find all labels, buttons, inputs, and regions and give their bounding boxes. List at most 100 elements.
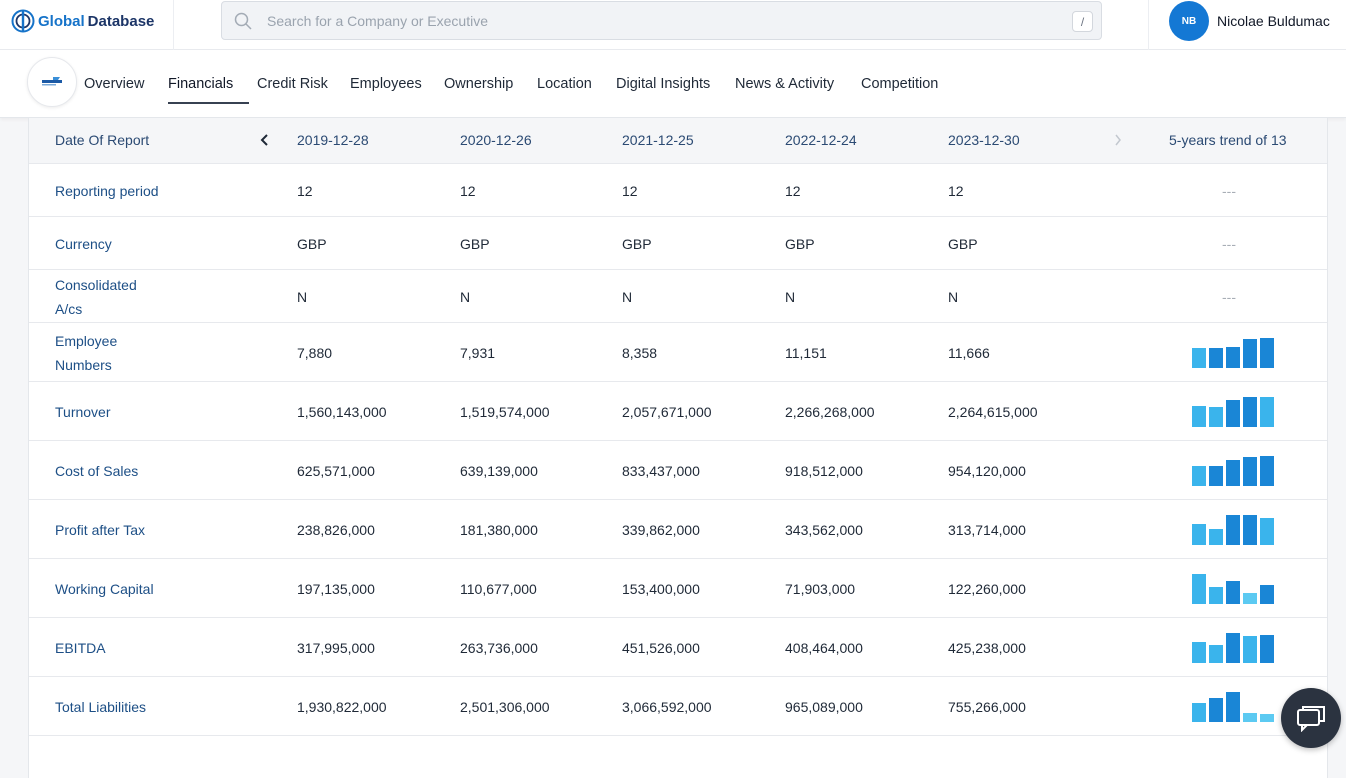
table-header-row: Date Of Report 2019-12-28 2020-12-26 202…: [29, 118, 1327, 164]
tab-financials[interactable]: Financials: [168, 76, 234, 92]
table-cell: 2,057,671,000: [622, 403, 712, 420]
row-label-ebitda[interactable]: EBITDA: [55, 639, 106, 656]
table-cell: 11,666: [948, 344, 990, 361]
chevron-right-icon[interactable]: [1113, 134, 1123, 146]
tab-credit-risk[interactable]: Credit Risk: [257, 76, 328, 92]
table-cell: 1,930,822,000: [297, 698, 387, 715]
row-label-total-liabilities[interactable]: Total Liabilities: [55, 698, 147, 715]
row-label-currency[interactable]: Currency: [55, 235, 112, 252]
trend-bar: [1260, 713, 1274, 722]
row-label-working-capital[interactable]: Working Capital: [55, 580, 154, 597]
table-row: Turnover 1,560,143,000 1,519,574,000 2,057,…: [29, 382, 1327, 441]
table-cell: 122,260,000: [948, 580, 1026, 597]
table-cell: 425,238,000: [948, 639, 1026, 656]
trend-sparkline: [1192, 337, 1274, 368]
date-header: 2019-12-28: [297, 132, 369, 148]
date-header: 2020-12-26: [460, 132, 532, 148]
trend-bar: [1226, 632, 1240, 663]
row-label-consolidated-a-cs[interactable]: Consolidated A/cs: [55, 276, 137, 317]
brand-part-1: Global: [38, 12, 85, 30]
table-cell: GBP: [297, 235, 327, 252]
table-cell: 71,903,000: [785, 580, 856, 597]
trend-bar: [1192, 523, 1206, 545]
tab-overview[interactable]: Overview: [84, 76, 145, 92]
trend-bar: [1260, 584, 1274, 604]
header-divider: [173, 0, 174, 50]
table-cell: 181,380,000: [460, 521, 538, 538]
search-input[interactable]: Search for a Company or Executive: [267, 13, 488, 29]
chevron-left-icon[interactable]: [259, 133, 271, 147]
table-cell: N: [460, 288, 471, 305]
table-cell: 238,826,000: [297, 521, 375, 538]
tab-ownership[interactable]: Ownership: [444, 76, 514, 92]
table-cell: 11,151: [785, 344, 827, 361]
table-row-partial: [29, 736, 1327, 776]
tab-news-activity[interactable]: News & Activity: [735, 76, 835, 92]
company-logo[interactable]: [27, 57, 77, 107]
date-of-report-header: Date Of Report: [55, 132, 150, 148]
tab-digital-insights[interactable]: Digital Insights: [616, 76, 711, 92]
trend-bar: [1226, 459, 1240, 486]
table-cell: 755,266,000: [948, 698, 1026, 715]
table-cell: 8,358: [622, 344, 658, 361]
trend-bar: [1226, 514, 1240, 545]
table-row: EBITDA 317,995,000 263,736,000 451,526,000 4…: [29, 618, 1327, 677]
table-cell: 7,931: [460, 344, 496, 361]
table-cell: GBP: [622, 235, 652, 252]
chat-button[interactable]: [1281, 688, 1341, 748]
global-database-logo[interactable]: Global Database: [11, 9, 154, 33]
table-cell: 408,464,000: [785, 639, 863, 656]
row-label-turnover[interactable]: Turnover: [55, 403, 111, 420]
trend-bar: [1192, 405, 1206, 427]
avatar[interactable]: NB: [1169, 1, 1209, 41]
trend-bar: [1260, 517, 1274, 545]
table-cell: 317,995,000: [297, 639, 375, 656]
trend-sparkline: [1192, 632, 1274, 663]
trend-bar: [1209, 406, 1223, 427]
search-icon: [234, 12, 252, 30]
trend-bar: [1209, 697, 1223, 722]
table-cell: 954,120,000: [948, 462, 1026, 479]
header-divider: [1148, 0, 1149, 50]
row-label-cost-of-sales[interactable]: Cost of Sales: [55, 462, 139, 479]
tab-location[interactable]: Location: [537, 76, 592, 92]
table-cell: 1,519,574,000: [460, 403, 550, 420]
trend-sparkline: [1192, 396, 1274, 427]
trend-bar: [1243, 338, 1257, 368]
table-cell: 451,526,000: [622, 639, 700, 656]
table-cell: 12: [460, 182, 476, 199]
table-cell: 263,736,000: [460, 639, 538, 656]
no-trend-placeholder: ---: [1222, 235, 1236, 252]
table-cell: 639,139,000: [460, 462, 538, 479]
tab-employees[interactable]: Employees: [350, 76, 422, 92]
table-cell: 153,400,000: [622, 580, 700, 597]
table-cell: 2,264,615,000: [948, 403, 1038, 420]
trend-bar: [1226, 691, 1240, 722]
table-cell: 197,135,000: [297, 580, 375, 597]
row-label-profit-after-tax[interactable]: Profit after Tax: [55, 521, 146, 538]
row-label-employee-numbers[interactable]: Employee Numbers: [55, 332, 118, 373]
trend-bar: [1260, 337, 1274, 368]
row-label-reporting-period[interactable]: Reporting period: [55, 182, 159, 199]
trend-bar: [1209, 644, 1223, 663]
table-cell: N: [297, 288, 308, 305]
trend-header: 5-years trend of 13: [1169, 132, 1287, 148]
trend-bar: [1209, 528, 1223, 545]
date-header: 2022-12-24: [785, 132, 857, 148]
table-cell: N: [622, 288, 633, 305]
search-shortcut-key: /: [1072, 11, 1093, 32]
trend-bar: [1192, 573, 1206, 604]
user-name[interactable]: Nicolae Buldumac: [1217, 13, 1330, 29]
table-cell: 1,560,143,000: [297, 403, 387, 420]
table-cell: GBP: [460, 235, 490, 252]
tab-competition[interactable]: Competition: [861, 76, 939, 92]
table-cell: 110,677,000: [460, 580, 537, 597]
no-trend-placeholder: ---: [1222, 288, 1236, 305]
table-cell: 3,066,592,000: [622, 698, 712, 715]
company-tab-bar: Overview Financials Credit Risk Employee…: [0, 50, 1346, 118]
trend-bar: [1260, 396, 1274, 427]
search-box[interactable]: Search for a Company or Executive /: [221, 1, 1102, 40]
company-logo-icon: [42, 77, 62, 86]
trend-sparkline: [1192, 573, 1274, 604]
trend-bar: [1192, 641, 1206, 663]
